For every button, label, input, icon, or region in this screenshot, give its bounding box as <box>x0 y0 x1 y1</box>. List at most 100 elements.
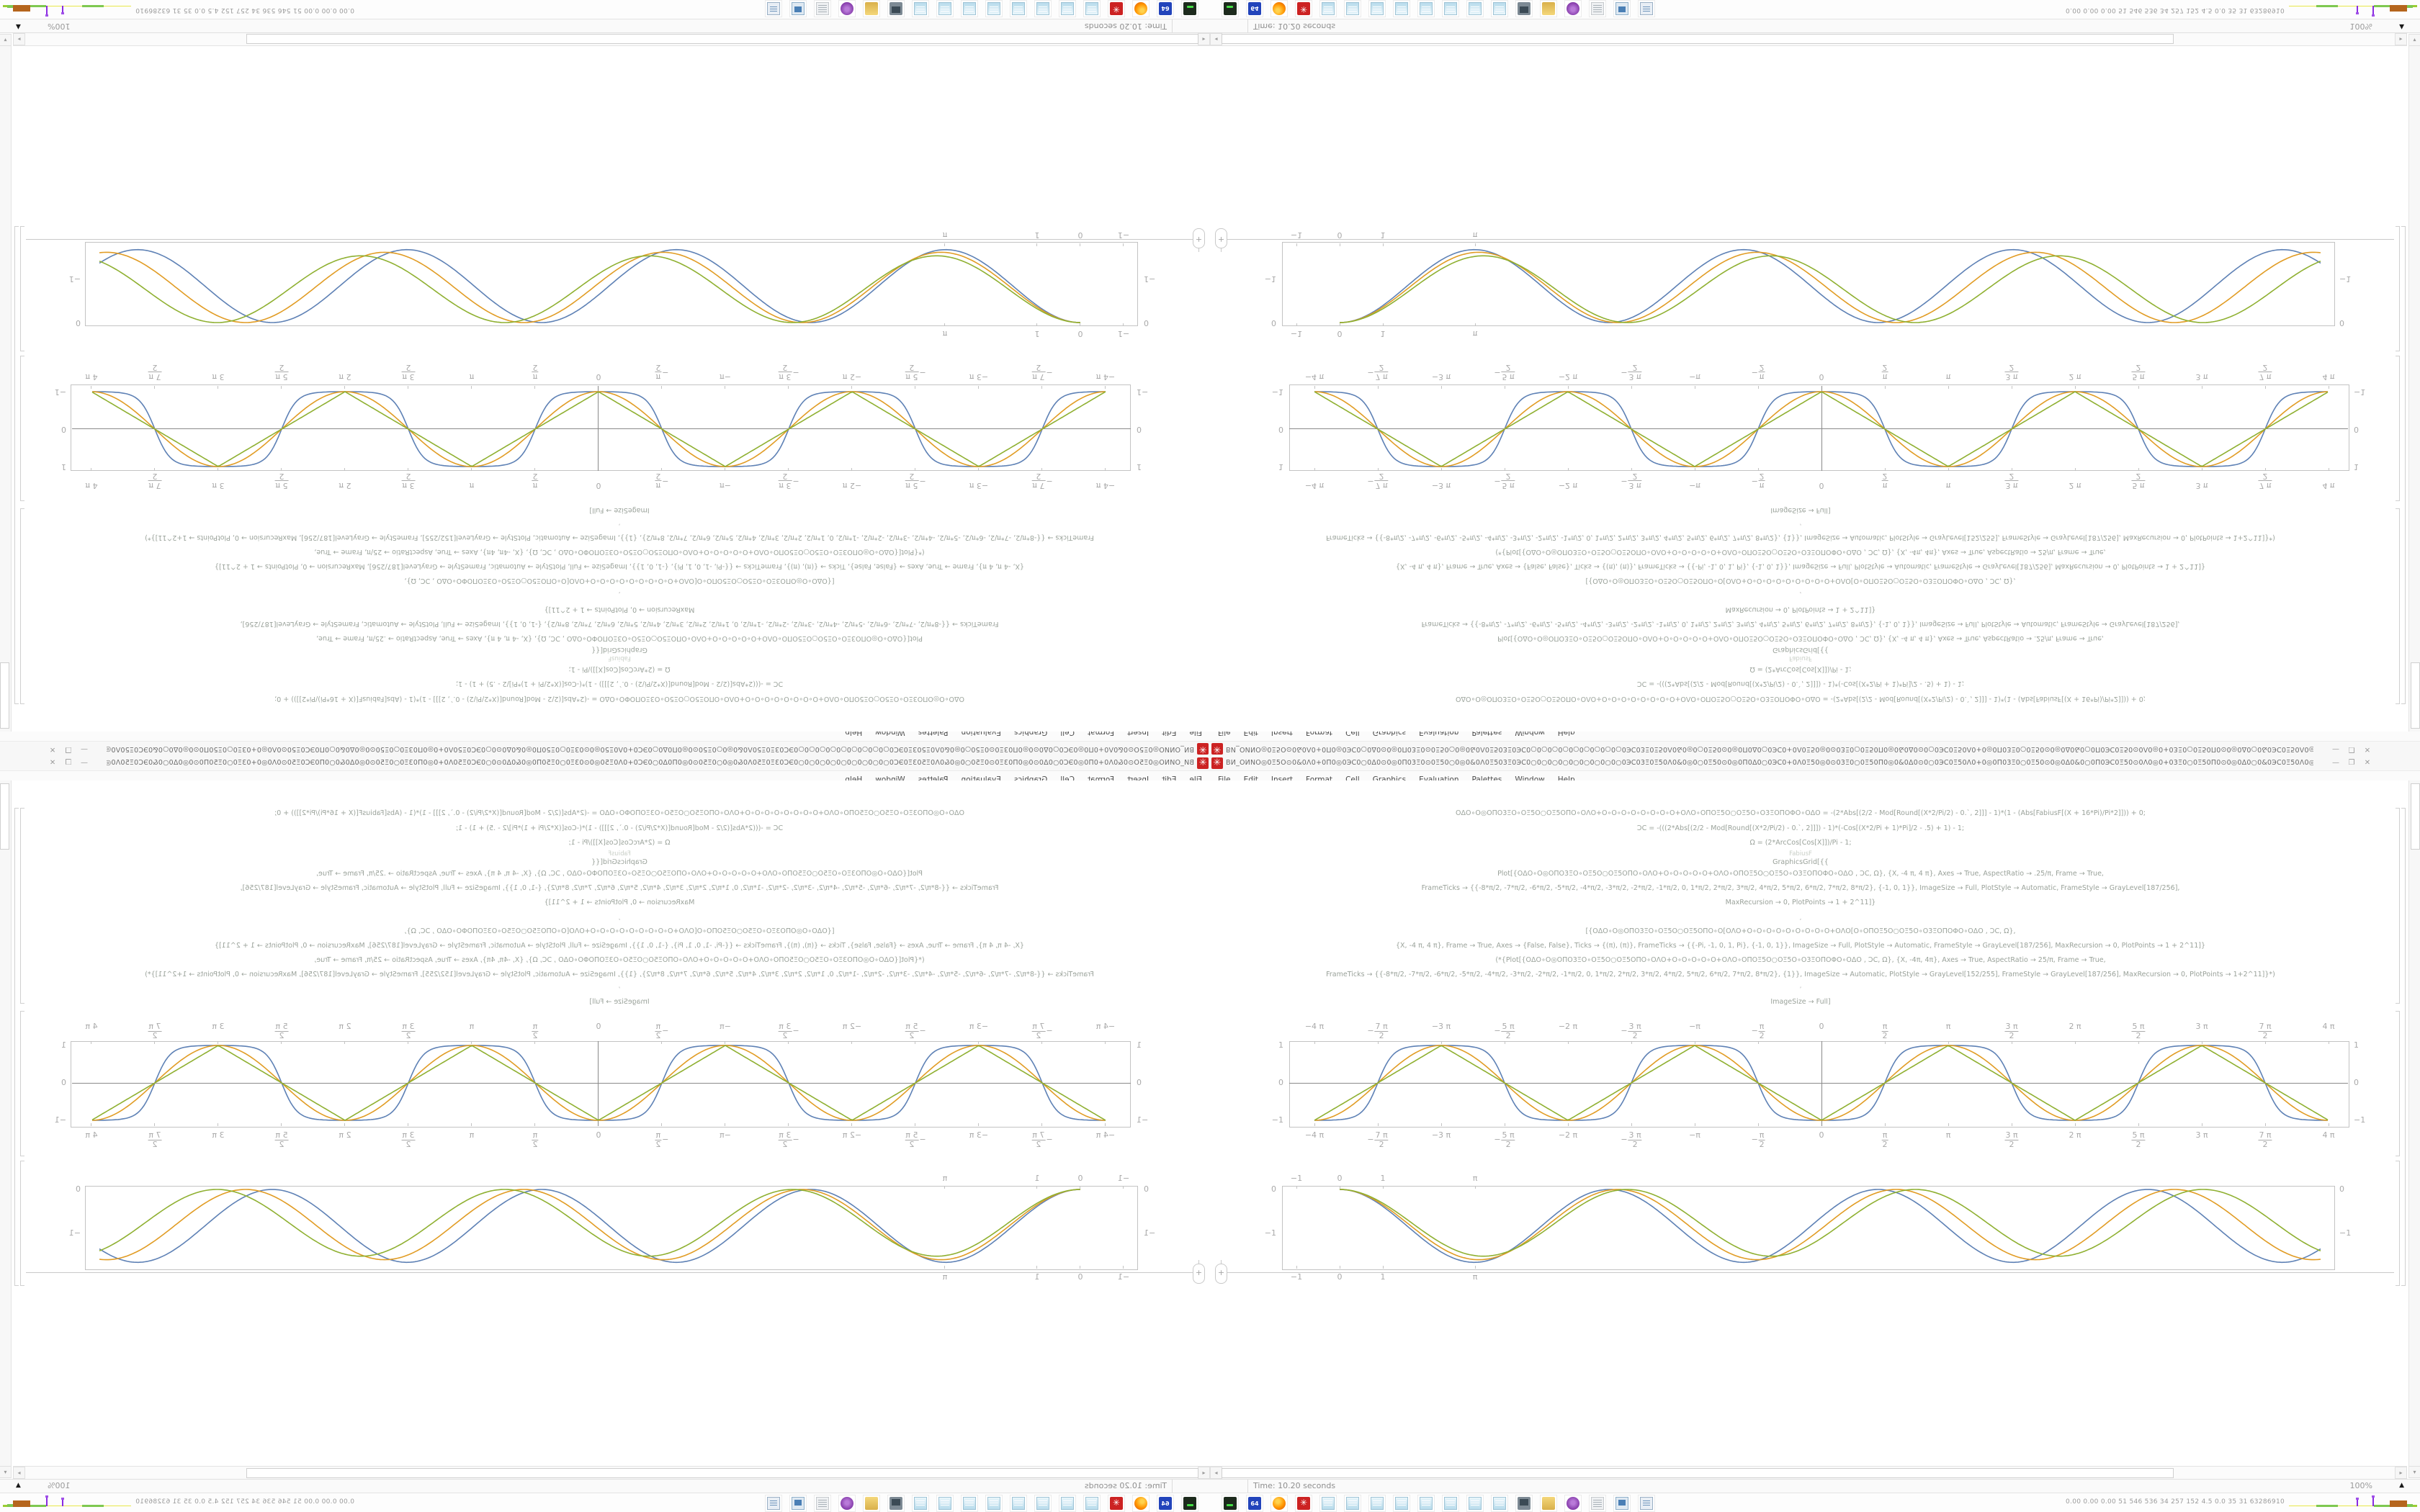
notepad-icon[interactable] <box>1034 1495 1052 1512</box>
code-line[interactable]: {X, -4 π, 4 π}, Frame → True, Axes → {Fa… <box>215 942 1025 950</box>
code-line[interactable]: MaxRecursion → 0, PlotPoints → 1 + 2^11]… <box>1725 606 1876 613</box>
code-line[interactable]: ΟΔΟ∘Ο◎ΟΠΟ3ΞΟ∘ΟΞ5Ο○ΟΞ5ΟΠΟ∘ΟΛΟ+Ο∘Ο∘Ο∘Ο∘Ο∘Ο… <box>1456 695 2146 703</box>
code-line[interactable]: FabiusF <box>608 654 631 662</box>
insert-cell-plus-button[interactable]: + <box>1193 1264 1205 1284</box>
zoom-menu-caret-icon[interactable]: ▲ <box>16 23 21 30</box>
cell-bracket-outer[interactable] <box>2401 808 2406 1286</box>
horizontal-scrollbar[interactable]: ◂ ▸ <box>13 1466 1210 1479</box>
code-line[interactable]: GraphicsGrid[{{ <box>1773 646 1829 654</box>
notepad-icon[interactable] <box>1442 0 1459 17</box>
cell-bracket-plot-a[interactable] <box>2396 1011 2400 1156</box>
code-line[interactable]: ΟΔΟ∘Ο◎ΟΠΟ3ΞΟ∘ΟΞ5Ο○ΟΞ5ΟΠΟ∘ΟΛΟ+Ο∘Ο∘Ο∘Ο∘Ο∘Ο… <box>274 809 964 817</box>
drive-green-icon[interactable] <box>1222 0 1239 17</box>
purple-app-icon[interactable] <box>1564 1495 1582 1512</box>
insert-cell-plus-button[interactable]: + <box>1215 228 1227 248</box>
horizontal-scrollbar[interactable]: ◂ ▸ <box>1210 1466 2407 1479</box>
code-line[interactable]: [{ΟΔΟ∘Ο◎ΟΠΟ3ΞΟ∘ΟΞ5Ο○ΟΞ5ΟΠΟ∘Ο[ΟΛΟ+Ο∘Ο∘Ο∘Ο… <box>404 927 835 935</box>
horizontal-scroll-thumb[interactable] <box>1222 34 2174 44</box>
cell-bracket-plot-b[interactable] <box>2396 1161 2400 1286</box>
vertical-scrollbar[interactable]: ▾ <box>2408 34 2420 732</box>
zoom-level-label[interactable]: 100% <box>48 22 71 31</box>
code-line[interactable]: GraphicsGrid[{{ <box>591 858 647 866</box>
scroll-left-button[interactable]: ◂ <box>1198 1467 1210 1479</box>
scroll-doc-icon[interactable] <box>1589 1495 1606 1512</box>
maximize-button[interactable]: ❐ <box>65 759 72 767</box>
code-line[interactable]: (*{Plot[{ΟΔΟ∘Ο◎ΟΠΟ3ΞΟ∘ΟΞ5Ο○ΟΞ5ΟΠΟ∘ΟΛΟ+Ο∘… <box>1495 956 2106 964</box>
doc-blue-icon[interactable] <box>1638 1495 1655 1512</box>
code-line[interactable]: ΟΔΟ∘Ο◎ΟΠΟ3ΞΟ∘ΟΞ5Ο○ΟΞ5ΟΠΟ∘ΟΛΟ+Ο∘Ο∘Ο∘Ο∘Ο∘Ο… <box>274 695 964 703</box>
code-line[interactable]: FrameTicks → {{-8*π/2, -7*π/2, -6*π/2, -… <box>1326 534 2275 541</box>
close-button[interactable]: ✕ <box>2364 745 2371 753</box>
code-line[interactable]: FabiusF <box>1789 850 1812 858</box>
screen-blue-icon[interactable] <box>1613 1495 1631 1512</box>
notepad-icon[interactable] <box>1393 1495 1410 1512</box>
code-line[interactable]: Plot[{ΟΔΟ∘Ο◎ΟΠΟ3ΞΟ∘ΟΞ5Ο○ΟΞ5ΟΠΟ∘ΟΛΟ+Ο∘Ο∘Ο… <box>1497 870 2104 878</box>
folder-icon[interactable] <box>863 0 880 17</box>
vertical-scroll-thumb[interactable] <box>2411 783 2420 850</box>
scroll-right-button[interactable]: ▸ <box>13 33 25 45</box>
scroll-doc-icon[interactable] <box>814 0 831 17</box>
folder-icon[interactable] <box>1540 0 1557 17</box>
purple-app-icon[interactable] <box>838 0 856 17</box>
code-line[interactable]: GraphicsGrid[{{ <box>1773 858 1829 866</box>
cell-bracket-plot-a[interactable] <box>20 1011 24 1156</box>
maximize-button[interactable]: ❐ <box>2348 745 2355 753</box>
monitor-icon[interactable] <box>1515 1495 1533 1512</box>
screen-blue-icon[interactable] <box>789 1495 807 1512</box>
notepad-icon[interactable] <box>1010 1495 1027 1512</box>
code-line[interactable]: Ω = (2*ArcCos[Cos[X]])/Pi - 1; <box>568 839 671 847</box>
code-line[interactable]: ImageSize → Full] <box>1770 998 1831 1006</box>
monitor-icon[interactable] <box>1515 0 1533 17</box>
notepad-icon[interactable] <box>1319 1495 1337 1512</box>
cell-bracket-code[interactable] <box>2396 808 2400 1004</box>
scroll-left-button[interactable]: ◂ <box>1210 1467 1222 1479</box>
code-line[interactable]: ’ <box>618 986 621 994</box>
cell-bracket-plot-b[interactable] <box>2396 226 2400 351</box>
notepad-icon[interactable] <box>1491 0 1508 17</box>
notepad-icon[interactable] <box>936 1495 954 1512</box>
notepad-icon[interactable] <box>961 0 978 17</box>
notepad-icon[interactable] <box>1417 0 1435 17</box>
scroll-down-button[interactable]: ▾ <box>0 34 11 46</box>
code-line[interactable]: FrameTicks → {{-8*π/2, -7*π/2, -6*π/2, -… <box>1326 971 2275 978</box>
floppy-64-icon[interactable] <box>1157 0 1174 17</box>
code-line[interactable]: Plot[{ΟΔΟ∘Ο◎ΟΠΟ3ΞΟ∘ΟΞ5Ο○ΟΞ5ΟΠΟ∘ΟΛΟ+Ο∘Ο∘Ο… <box>316 634 923 642</box>
cell-bracket-code[interactable] <box>20 508 24 704</box>
code-line[interactable]: (*{Plot[{ΟΔΟ∘Ο◎ΟΠΟ3ΞΟ∘ΟΞ5Ο○ΟΞ5ΟΠΟ∘ΟΛΟ+Ο∘… <box>314 548 925 556</box>
notepad-icon[interactable] <box>936 0 954 17</box>
scroll-doc-icon[interactable] <box>814 1495 831 1512</box>
scroll-down-button[interactable]: ▾ <box>2409 34 2420 46</box>
cell-bracket-outer[interactable] <box>2401 226 2406 704</box>
cell-bracket-plot-b[interactable] <box>20 1161 24 1286</box>
code-line[interactable]: , <box>1799 590 1802 598</box>
code-line[interactable]: Ω = (2*ArcCos[Cos[X]])/Pi - 1; <box>568 665 671 673</box>
notepad-icon[interactable] <box>1344 1495 1361 1512</box>
close-button[interactable]: ✕ <box>49 745 56 753</box>
notepad-icon[interactable] <box>912 0 929 17</box>
gear-red-icon[interactable] <box>1108 1495 1125 1512</box>
drive-green-icon[interactable] <box>1222 1495 1239 1512</box>
floppy-64-icon[interactable] <box>1246 0 1263 17</box>
code-line[interactable]: ’ <box>618 518 621 526</box>
notepad-icon[interactable] <box>961 1495 978 1512</box>
maximize-button[interactable]: ❐ <box>65 745 72 753</box>
code-line[interactable]: MaxRecursion → 0, PlotPoints → 1 + 2^11]… <box>544 899 695 906</box>
code-line[interactable]: , <box>618 914 621 922</box>
vertical-scroll-thumb[interactable] <box>2411 662 2420 729</box>
minimize-button[interactable]: — <box>2332 759 2339 767</box>
maximize-button[interactable]: ❐ <box>2348 759 2355 767</box>
insert-cell-plus-button[interactable]: + <box>1193 228 1205 248</box>
code-line[interactable]: Ω = (2*ArcCos[Cos[X]])/Pi - 1; <box>1749 665 1852 673</box>
close-button[interactable]: ✕ <box>49 759 56 767</box>
floppy-64-icon[interactable] <box>1246 1495 1263 1512</box>
code-line[interactable]: , <box>1799 914 1802 922</box>
notepad-icon[interactable] <box>1417 1495 1435 1512</box>
window-title-bar[interactable]: ✳ ВИ_ОИNО◎0Ξ5О⊙0&0Λ0+0Π0◎0ЭС0○0Δ0⊙0◎0Π03… <box>0 741 1210 756</box>
code-line[interactable]: {X, -4 π, 4 π}, Frame → True, Axes → {Fa… <box>215 562 1025 570</box>
gear-red-icon[interactable] <box>1295 1495 1312 1512</box>
window-title-bar[interactable]: ✳ ВИ_ОИNО◎0Ξ5О⊙0&0Λ0+0Π0◎0ЭС0○0Δ0⊙0◎0Π03… <box>1210 741 2420 756</box>
cell-bracket-plot-b[interactable] <box>20 226 24 351</box>
window-title-bar[interactable]: ✳ ВИ_ОИNО◎0Ξ5О⊙0&0Λ0+0Π0◎0ЭС0○0Δ0⊙0◎0Π03… <box>1210 756 2420 771</box>
zoom-menu-caret-icon[interactable]: ▲ <box>2399 23 2404 30</box>
code-line[interactable]: ƆC = -(((2*Abs[(2/2 - Mod[Round[(X*2/Pi/… <box>455 824 784 832</box>
